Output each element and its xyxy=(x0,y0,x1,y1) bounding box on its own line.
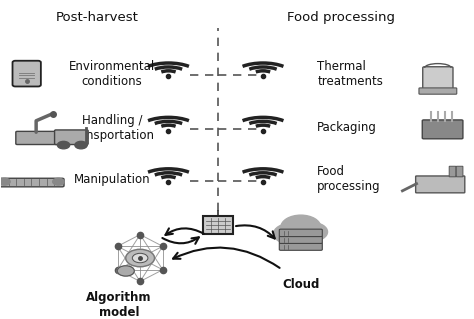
FancyBboxPatch shape xyxy=(55,130,88,145)
Text: Packaging: Packaging xyxy=(318,122,377,134)
Text: Food processing: Food processing xyxy=(287,11,395,24)
Text: Algorithm
model: Algorithm model xyxy=(86,291,152,319)
Circle shape xyxy=(297,223,328,241)
Circle shape xyxy=(287,230,315,247)
Text: Environmental
conditions: Environmental conditions xyxy=(69,60,155,88)
FancyBboxPatch shape xyxy=(416,176,465,193)
FancyBboxPatch shape xyxy=(12,61,41,86)
FancyBboxPatch shape xyxy=(456,166,463,177)
Text: Post-harvest: Post-harvest xyxy=(56,11,139,24)
FancyBboxPatch shape xyxy=(16,131,66,145)
Text: Manipulation: Manipulation xyxy=(73,173,150,186)
Text: Handling /
transportation: Handling / transportation xyxy=(69,114,154,142)
FancyBboxPatch shape xyxy=(279,243,322,250)
Circle shape xyxy=(132,253,148,263)
FancyBboxPatch shape xyxy=(419,88,457,94)
FancyBboxPatch shape xyxy=(0,178,64,187)
FancyBboxPatch shape xyxy=(203,216,233,234)
Circle shape xyxy=(117,266,134,276)
Circle shape xyxy=(75,141,87,149)
FancyBboxPatch shape xyxy=(422,120,463,139)
Circle shape xyxy=(281,215,321,239)
FancyBboxPatch shape xyxy=(449,166,456,177)
Circle shape xyxy=(273,224,307,244)
FancyBboxPatch shape xyxy=(279,229,322,237)
Circle shape xyxy=(57,141,70,149)
Circle shape xyxy=(126,249,155,267)
FancyBboxPatch shape xyxy=(423,67,453,91)
Text: Food
processing: Food processing xyxy=(318,165,381,193)
Text: Cloud: Cloud xyxy=(282,278,319,291)
Circle shape xyxy=(53,178,64,185)
FancyBboxPatch shape xyxy=(279,236,322,243)
Circle shape xyxy=(0,178,10,185)
Text: Thermal
treatments: Thermal treatments xyxy=(318,60,383,88)
